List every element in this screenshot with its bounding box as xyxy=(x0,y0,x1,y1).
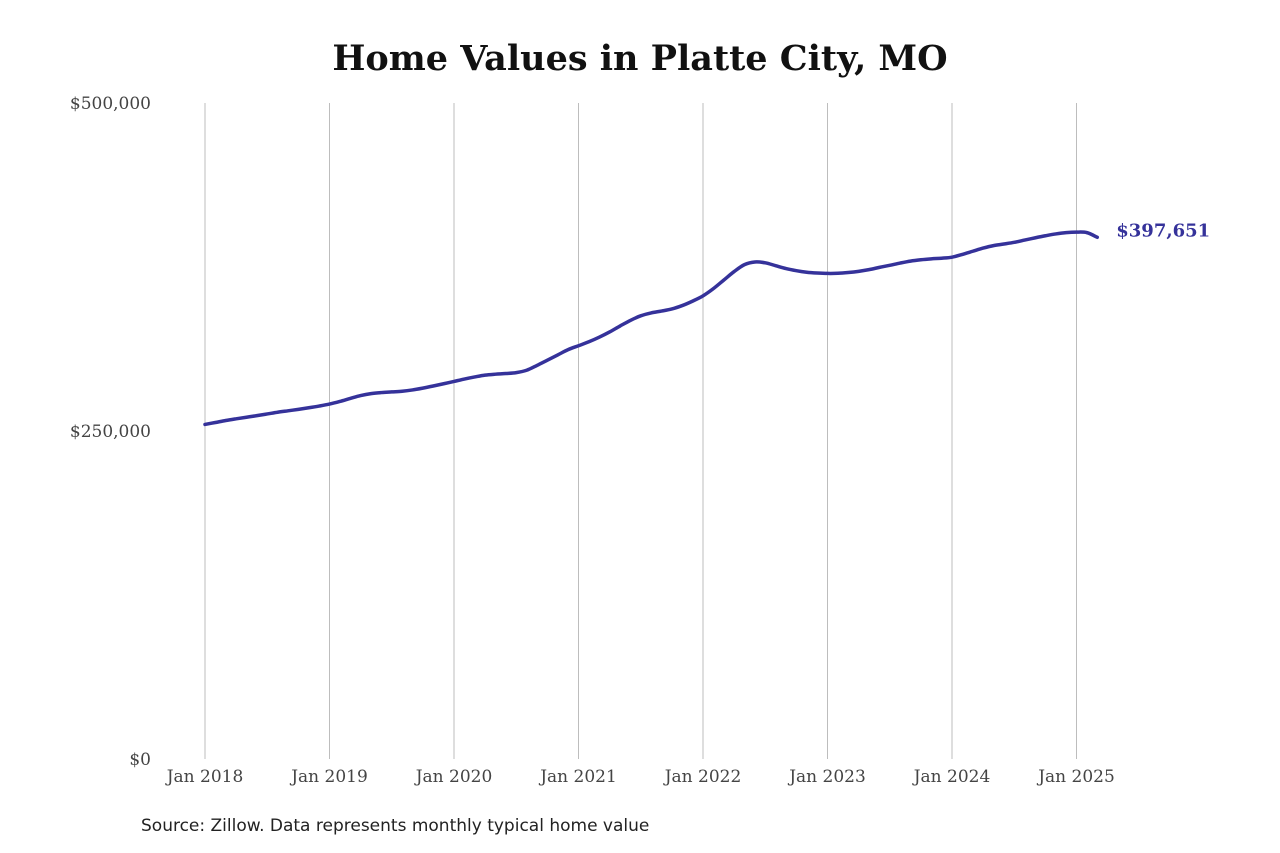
gridlines xyxy=(204,103,1077,759)
x-tick-label: Jan 2024 xyxy=(912,767,991,787)
series-layer xyxy=(203,230,1099,427)
source-note: Source: Zillow. Data represents monthly … xyxy=(141,816,650,836)
x-tick-label: Jan 2022 xyxy=(663,767,742,787)
series-line xyxy=(203,230,1099,427)
x-axis-ticks: Jan 2018 Jan 2019 Jan 2020 Jan 2021 Jan 2022… xyxy=(165,767,1115,787)
x-tick-label: Jan 2023 xyxy=(787,767,866,787)
x-tick-label: Jan 2019 xyxy=(289,767,368,787)
x-tick-label: Jan 2018 xyxy=(165,767,244,787)
data-labels: $397,651 xyxy=(1116,220,1210,241)
x-tick-label: Jan 2025 xyxy=(1036,767,1115,787)
chart-title: Home Values in Platte City, MO xyxy=(332,38,948,79)
y-tick-label: $500,000 xyxy=(70,94,151,114)
x-tick-label: Jan 2021 xyxy=(538,767,617,787)
y-tick-label: $250,000 xyxy=(70,422,151,442)
y-tick-label: $0 xyxy=(129,750,151,770)
y-axis-ticks: $0 $250,000 $500,000 xyxy=(70,94,151,770)
end-value-label: $397,651 xyxy=(1116,220,1210,241)
x-tick-label: Jan 2020 xyxy=(414,767,493,787)
